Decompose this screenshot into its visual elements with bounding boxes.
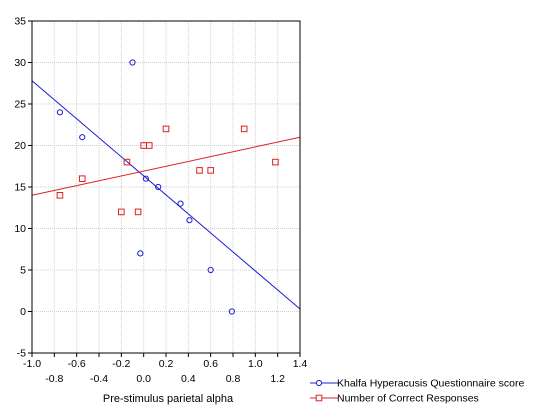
y-tick-label: 15 — [14, 182, 26, 194]
legend-label: Khalfa Hyperacusis Questionnaire score — [337, 378, 525, 390]
x-tick-label: 0.4 — [181, 373, 196, 385]
x-tick-label: 1.2 — [270, 373, 285, 385]
grid-lines — [31, 20, 301, 354]
legend-label: Number of Correct Responses — [337, 393, 479, 405]
y-tick-label: 5 — [20, 265, 26, 277]
trend-line — [31, 136, 301, 196]
data-point-square — [207, 167, 214, 174]
x-tick-label: 0.0 — [136, 373, 151, 385]
data-point-circle — [177, 200, 184, 207]
data-point-square — [162, 125, 170, 133]
x-tick-label: -0.8 — [45, 373, 63, 385]
data-point-circle — [56, 109, 64, 116]
data-point-square — [240, 125, 248, 133]
data-point-square — [272, 158, 279, 166]
y-axis-ticks: -5 0 5 10 15 20 25 30 35 — [14, 16, 32, 360]
x-tick-label: -0.4 — [90, 373, 108, 385]
legend: Khalfa Hyperacusis Questionnaire score Nu… — [310, 378, 525, 405]
data-point-circle — [142, 175, 149, 182]
y-tick-label: 20 — [14, 140, 26, 152]
y-tick-label: 0 — [20, 306, 26, 318]
data-point-circle — [186, 217, 193, 224]
data-point-square — [56, 192, 64, 199]
x-tick-label: 1.0 — [248, 358, 263, 370]
data-point-circle — [228, 308, 235, 315]
data-point-square — [196, 167, 203, 174]
data-point-circle — [207, 266, 214, 274]
data-point-square — [134, 208, 142, 216]
x-tick-label: -0.6 — [68, 358, 86, 370]
legend-marker-circle — [315, 379, 323, 387]
x-axis-label: Pre-stimulus parietal alpha — [103, 393, 234, 405]
legend-marker-square — [315, 394, 323, 402]
y-tick-label: -5 — [17, 348, 26, 360]
y-tick-label: 25 — [14, 99, 26, 111]
data-point-circle — [155, 183, 162, 191]
data-point-square — [118, 208, 125, 216]
trend-line — [31, 80, 301, 310]
data-points — [56, 59, 279, 315]
data-point-square — [145, 142, 153, 149]
x-tick-label: 0.8 — [226, 373, 241, 385]
y-tick-label: 35 — [14, 16, 26, 28]
data-point-square — [123, 158, 131, 166]
data-point-circle — [129, 59, 136, 66]
x-tick-label: 0.6 — [203, 358, 218, 370]
trend-lines — [31, 80, 301, 310]
data-point-circle — [79, 134, 86, 141]
data-point-circle — [137, 250, 144, 257]
x-axis-ticks: -1.0 -0.6 -0.2 0.2 0.6 1.0 1.4 -0.8 -0.4 0.0 0.4 0.… — [23, 353, 307, 385]
x-tick-label: -0.2 — [112, 358, 130, 370]
x-tick-label: 0.2 — [159, 358, 174, 370]
x-tick-label: 1.4 — [293, 358, 308, 370]
y-tick-label: 30 — [14, 57, 26, 69]
data-point-square — [78, 175, 86, 182]
y-tick-label: 10 — [14, 223, 26, 235]
x-tick-label: -1.0 — [23, 358, 41, 370]
